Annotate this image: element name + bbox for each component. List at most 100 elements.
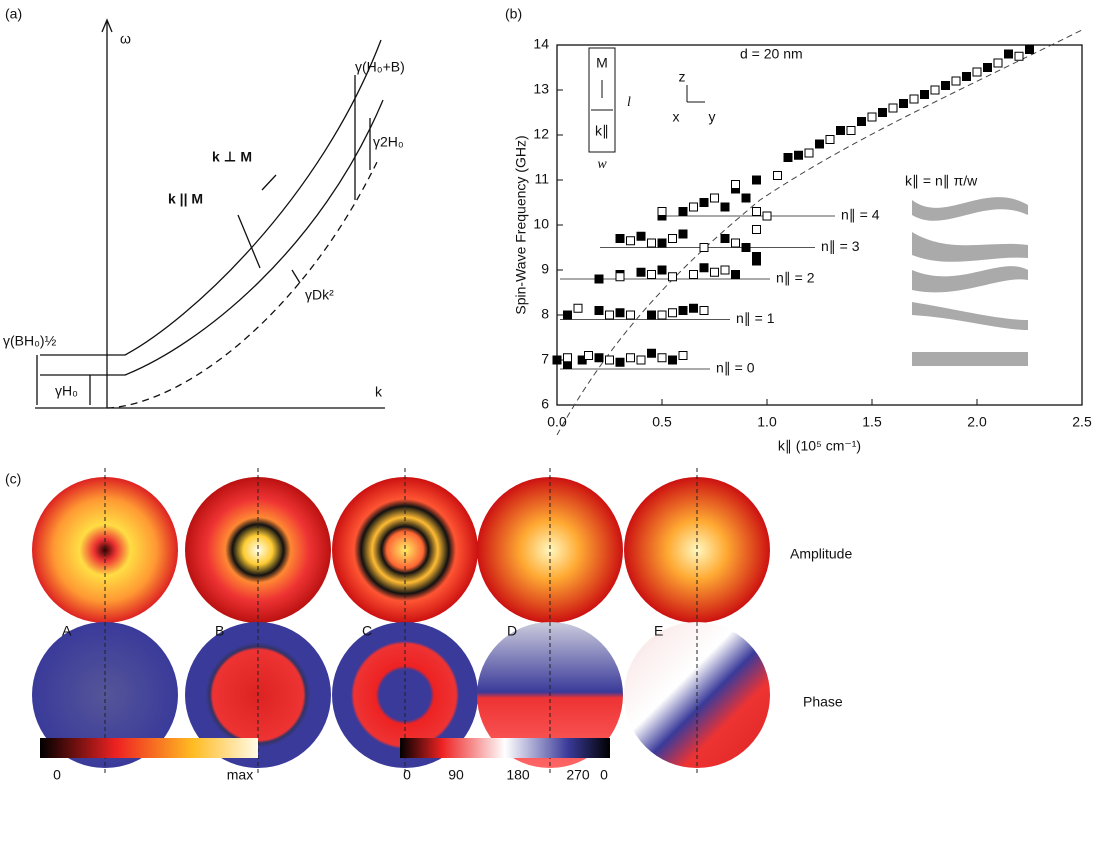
- annotation: k∥ = n∥ π/w: [905, 173, 978, 189]
- point: [563, 353, 572, 363]
- scale-label: 270: [566, 767, 590, 783]
- point: [899, 99, 908, 108]
- x-tick-label: 0.5: [652, 414, 672, 430]
- point: [951, 76, 961, 86]
- point: [668, 355, 677, 365]
- point: [594, 353, 604, 363]
- point: [699, 243, 709, 252]
- curve: [106, 159, 379, 409]
- x-axis-title: k∥ (10⁵ cm⁻¹): [778, 438, 861, 454]
- point: [941, 81, 950, 90]
- mode-label: n∥ = 2: [776, 270, 815, 286]
- point: [804, 148, 814, 158]
- x-tick-label: 1.0: [757, 414, 777, 430]
- point: [626, 353, 635, 363]
- annotation: d = 20 nm: [740, 46, 803, 62]
- point: [741, 193, 751, 203]
- point: [657, 353, 667, 363]
- point: [699, 263, 709, 273]
- point: [731, 270, 740, 279]
- y-tick-label: 10: [533, 216, 549, 232]
- y-tick-label: 13: [533, 81, 549, 97]
- point: [857, 117, 866, 126]
- panel-a: [35, 18, 385, 409]
- mode-label: n∥ = 0: [716, 360, 755, 376]
- annotation: w: [597, 157, 607, 172]
- x-tick-label: 0.0: [547, 414, 567, 430]
- annotation: y: [709, 109, 716, 125]
- mode-letter: C: [362, 623, 372, 639]
- point: [678, 207, 688, 216]
- point: [647, 270, 656, 279]
- label: γ(H₀+B): [355, 59, 405, 75]
- dispersion-curve: [557, 30, 1082, 435]
- point: [888, 103, 898, 113]
- point: [563, 310, 572, 320]
- arrow: [101, 18, 113, 33]
- scale-label: 0: [600, 767, 608, 783]
- point: [773, 171, 782, 180]
- x-tick-label: 2.0: [967, 414, 987, 430]
- point: [636, 231, 646, 241]
- point: [668, 308, 677, 318]
- panel-label: (b): [505, 6, 522, 22]
- scale-label: 90: [448, 767, 464, 783]
- label: k: [375, 384, 383, 400]
- point: [836, 126, 845, 135]
- panel-c: (c) A B C D E Amplitude Phase 0 max 0 90 180 270 0: [5, 468, 852, 783]
- mode-label: n∥ = 4: [841, 207, 880, 223]
- point: [594, 306, 604, 315]
- mode-letter: B: [215, 623, 224, 639]
- x-tick-label: 2.5: [1072, 414, 1092, 430]
- y-tick-label: 12: [533, 126, 549, 142]
- amplitude-colorbar: [40, 738, 258, 758]
- point: [972, 67, 982, 77]
- point: [983, 63, 992, 72]
- point: [867, 112, 877, 122]
- point: [794, 150, 803, 160]
- point: [636, 267, 646, 277]
- point: [710, 267, 719, 277]
- point: [657, 265, 667, 275]
- y-tick-label: 11: [534, 171, 549, 187]
- point: [720, 202, 730, 212]
- x-tick-label: 1.5: [862, 414, 882, 430]
- point: [647, 310, 656, 320]
- amplitude-map: [332, 477, 478, 623]
- row-label: Phase: [803, 694, 843, 710]
- scale-label: max: [227, 767, 253, 783]
- point: [720, 265, 730, 275]
- point: [752, 252, 761, 261]
- mode-label: n∥ = 3: [821, 238, 860, 254]
- mode-letter: E: [654, 623, 663, 639]
- point: [962, 72, 971, 81]
- point: [615, 357, 625, 367]
- y-tick-label: 8: [541, 306, 549, 322]
- point: [626, 236, 635, 246]
- point: [552, 355, 562, 365]
- y-tick-label: 7: [541, 351, 549, 367]
- point: [699, 306, 709, 315]
- y-tick-label: 6: [541, 396, 549, 412]
- point: [762, 211, 772, 221]
- plot-frame: [556, 44, 1083, 406]
- point: [668, 234, 677, 243]
- point: [741, 243, 751, 252]
- amplitude-map: [32, 477, 178, 623]
- point: [752, 225, 761, 234]
- point: [647, 238, 656, 248]
- point: [573, 303, 583, 313]
- point: [657, 238, 667, 248]
- annotation: x: [673, 109, 680, 125]
- label: γ(BH₀)½: [3, 333, 57, 349]
- point: [615, 272, 625, 282]
- label: γ2H₀: [373, 134, 404, 150]
- label: ω: [120, 31, 131, 47]
- mode-letter: A: [62, 623, 72, 639]
- point: [1014, 51, 1024, 61]
- point: [678, 306, 688, 315]
- point: [605, 310, 614, 320]
- point: [909, 94, 919, 104]
- point: [846, 126, 856, 135]
